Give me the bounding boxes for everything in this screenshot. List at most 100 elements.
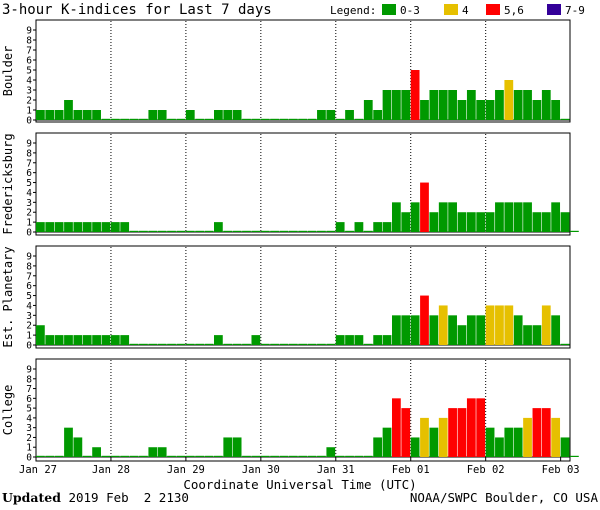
k-index-bar xyxy=(129,230,139,232)
y-tick-label: 6 xyxy=(26,56,32,67)
k-index-bar xyxy=(401,212,411,232)
y-tick-label: 7 xyxy=(26,384,32,395)
panel-frame xyxy=(35,245,571,349)
k-index-bar xyxy=(354,118,364,120)
k-index-bar xyxy=(382,222,392,232)
k-index-bar xyxy=(73,110,83,120)
y-tick-label: 5 xyxy=(26,66,32,77)
k-index-bar xyxy=(335,222,345,232)
k-index-bar xyxy=(214,335,223,345)
k-index-bar xyxy=(204,118,214,120)
k-index-bar xyxy=(223,343,233,345)
k-index-bar xyxy=(64,222,73,232)
k-index-bar xyxy=(307,118,317,120)
k-index-bar xyxy=(410,315,420,345)
k-index-bar xyxy=(485,305,495,345)
k-index-bar xyxy=(448,408,457,457)
k-index-bar xyxy=(335,118,345,120)
k-index-bar xyxy=(110,335,120,345)
y-tick-label: 8 xyxy=(26,36,32,47)
y-tick-label: 7 xyxy=(26,46,32,57)
k-index-bar xyxy=(279,455,289,457)
k-index-bar xyxy=(64,100,73,120)
updated-value: 2019 Feb 2 2130 xyxy=(68,490,189,505)
k-index-bar xyxy=(36,110,45,120)
k-index-bar xyxy=(195,118,205,120)
panels: 0123456789Boulder0123456789Fredericksbur… xyxy=(1,19,579,464)
k-index-bar xyxy=(420,417,429,457)
k-index-bar xyxy=(214,455,223,457)
k-index-bar xyxy=(485,212,495,232)
k-index-bar xyxy=(101,222,111,232)
k-index-bar xyxy=(298,230,308,232)
k-index-bar xyxy=(148,343,158,345)
k-index-bar xyxy=(495,90,504,120)
k-index-bar xyxy=(204,343,214,345)
k-index-bar xyxy=(513,90,523,120)
k-index-bar xyxy=(363,343,373,345)
k-index-bar xyxy=(373,110,383,120)
k-index-bar xyxy=(45,110,55,120)
k-index-bar xyxy=(466,315,476,345)
k-index-bar xyxy=(110,222,120,232)
k-index-bar xyxy=(373,437,383,457)
k-index-bar xyxy=(420,182,429,232)
k-index-bar xyxy=(36,325,45,345)
k-index-bar xyxy=(288,230,298,232)
panel-title: College xyxy=(1,385,15,436)
k-index-bar xyxy=(110,118,120,120)
k-index-bar xyxy=(345,335,354,345)
k-index-bar xyxy=(45,455,55,457)
k-index-bar xyxy=(176,455,186,457)
k-index-bar xyxy=(541,408,551,457)
k-index-bar xyxy=(139,455,148,457)
k-index-bar xyxy=(363,455,373,457)
k-index-bar xyxy=(139,343,148,345)
k-index-bar xyxy=(92,110,101,120)
k-index-bar xyxy=(185,455,195,457)
k-index-bar xyxy=(466,398,476,457)
k-index-bar xyxy=(410,70,420,120)
k-index-bar xyxy=(401,90,411,120)
k-index-bar xyxy=(185,230,195,232)
k-index-bar xyxy=(92,222,101,232)
y-tick-label: 2 xyxy=(26,433,32,444)
k-index-bar xyxy=(176,118,186,120)
k-index-bar xyxy=(195,230,205,232)
k-index-bar xyxy=(485,100,495,120)
k-index-bar xyxy=(82,455,92,457)
k-index-bar xyxy=(429,315,439,345)
y-tick-label: 3 xyxy=(26,86,32,97)
k-index-bar xyxy=(260,343,270,345)
k-index-bar xyxy=(532,408,542,457)
k-index-bar xyxy=(513,315,523,345)
k-index-bar xyxy=(139,118,148,120)
k-index-bar xyxy=(457,100,467,120)
k-index-bar xyxy=(270,230,279,232)
k-index-bar xyxy=(317,230,326,232)
legend: Legend: 0-3 4 5,6 7-9 xyxy=(330,4,585,17)
k-index-bar xyxy=(232,230,242,232)
k-index-bar xyxy=(232,110,242,120)
y-tick-label: 2 xyxy=(26,96,32,107)
k-index-bar xyxy=(251,455,261,457)
k-index-bar xyxy=(195,343,205,345)
k-index-bar xyxy=(382,90,392,120)
k-index-bar xyxy=(345,230,354,232)
k-index-bar xyxy=(139,230,148,232)
k-index-bar xyxy=(270,118,279,120)
k-index-bar xyxy=(560,118,570,120)
k-index-bar xyxy=(570,230,579,232)
k-index-bar xyxy=(457,212,467,232)
k-index-bar xyxy=(288,455,298,457)
k-index-bar xyxy=(73,437,83,457)
k-index-bar xyxy=(101,455,111,457)
y-tick-label: 4 xyxy=(26,301,32,312)
y-tick-label: 5 xyxy=(26,291,32,302)
k-index-bar xyxy=(260,455,270,457)
y-tick-label: 3 xyxy=(26,198,32,209)
legend-swatch xyxy=(486,4,500,15)
k-index-bar xyxy=(242,230,251,232)
